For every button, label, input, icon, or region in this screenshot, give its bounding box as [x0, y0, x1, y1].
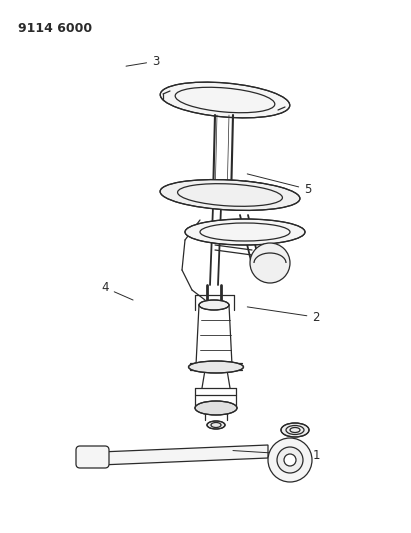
- Text: 2: 2: [247, 307, 320, 324]
- Ellipse shape: [199, 300, 229, 310]
- Circle shape: [277, 447, 303, 473]
- Circle shape: [268, 438, 312, 482]
- Ellipse shape: [189, 361, 243, 373]
- Ellipse shape: [281, 423, 309, 437]
- Circle shape: [250, 243, 290, 283]
- Ellipse shape: [160, 82, 290, 118]
- Text: 1: 1: [233, 449, 320, 462]
- Ellipse shape: [185, 219, 305, 245]
- Text: 9114 6000: 9114 6000: [18, 22, 92, 35]
- Ellipse shape: [160, 180, 300, 211]
- Text: 4: 4: [102, 281, 133, 300]
- Polygon shape: [100, 445, 268, 465]
- Text: 5: 5: [247, 174, 312, 196]
- Text: 3: 3: [126, 55, 159, 68]
- Ellipse shape: [207, 421, 225, 429]
- FancyBboxPatch shape: [76, 446, 109, 468]
- Circle shape: [284, 454, 296, 466]
- Ellipse shape: [195, 401, 237, 415]
